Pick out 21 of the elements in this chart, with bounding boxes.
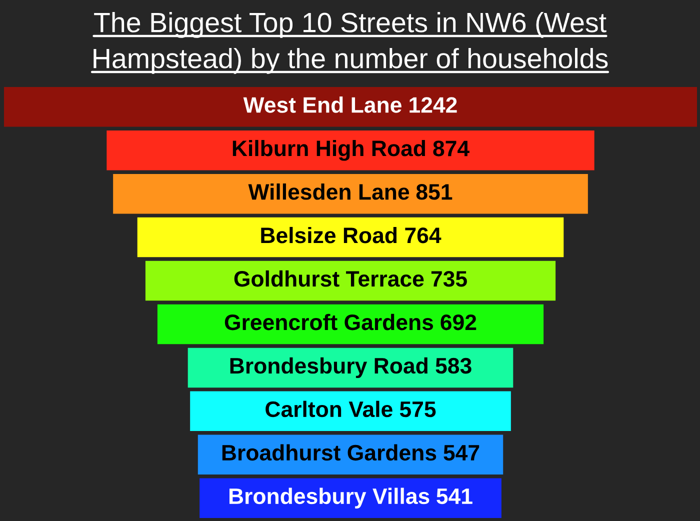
data-label: 692 — [440, 314, 476, 330]
category-label: Willesden Lane — [248, 183, 410, 200]
data-label: 874 — [433, 140, 470, 156]
data-label: 575 — [400, 402, 436, 418]
data-label: 851 — [416, 184, 452, 200]
category-label: Brondesbury Road — [230, 357, 428, 378]
data-label: 764 — [405, 228, 442, 244]
category-label: Brondesbury Villas — [229, 488, 430, 508]
text: The Biggest Top 10 Streets in NW6 (West Hampstead) by the number of households — [94, 12, 608, 74]
category-label: West End Lane — [243, 96, 402, 113]
data-label: 1242 — [410, 97, 457, 113]
category-label: Broadhurst Gardens — [222, 444, 436, 461]
data-label: 583 — [436, 358, 472, 374]
data-label: 547 — [444, 445, 480, 461]
category-label: Goldhurst Terrace — [234, 270, 424, 287]
category-label: Kilburn High Road — [232, 140, 426, 161]
category-label: Carlton Vale — [266, 400, 392, 418]
category-label: Belsize Road — [261, 226, 397, 244]
category-label: Greencroft Gardens — [224, 314, 434, 330]
data-label: 735 — [431, 270, 467, 287]
data-label: 541 — [436, 488, 472, 504]
